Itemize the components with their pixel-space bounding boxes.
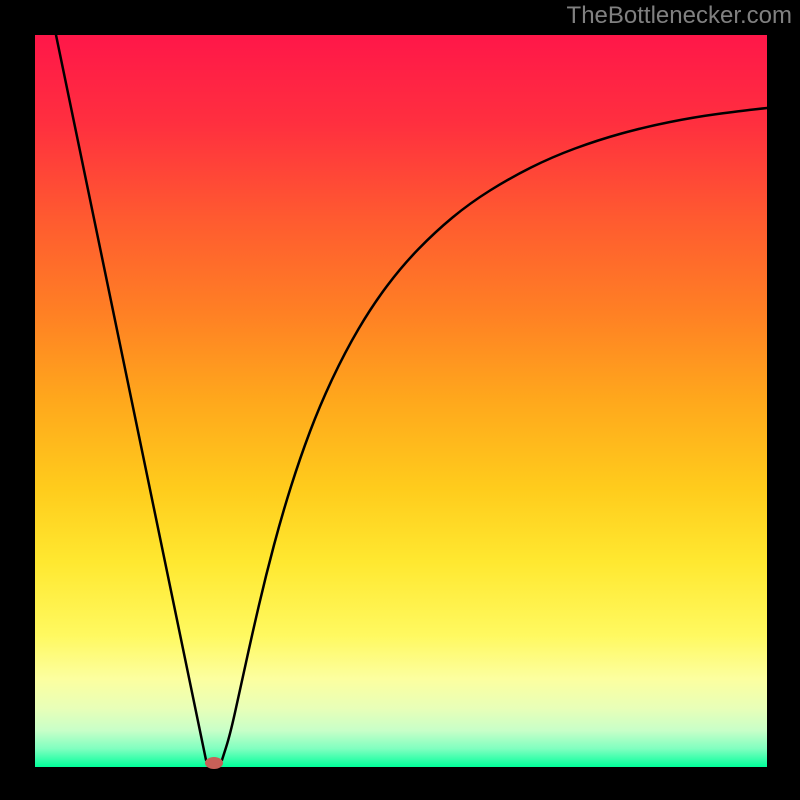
watermark-text: TheBottlenecker.com	[567, 2, 792, 30]
bottleneck-chart: TheBottlenecker.com	[0, 0, 800, 800]
chart-svg	[0, 0, 800, 800]
